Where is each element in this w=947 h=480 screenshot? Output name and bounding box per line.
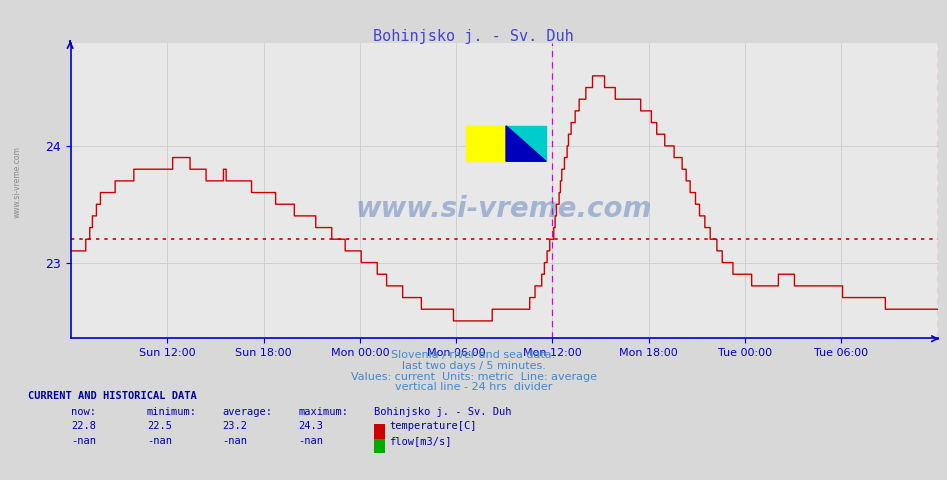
Text: minimum:: minimum: (147, 407, 197, 417)
Text: 24.3: 24.3 (298, 421, 323, 432)
Text: Bohinjsko j. - Sv. Duh: Bohinjsko j. - Sv. Duh (374, 407, 511, 417)
Text: maximum:: maximum: (298, 407, 348, 417)
Text: 22.5: 22.5 (147, 421, 171, 432)
Text: CURRENT AND HISTORICAL DATA: CURRENT AND HISTORICAL DATA (28, 391, 197, 401)
Text: www.si-vreme.com: www.si-vreme.com (356, 194, 652, 223)
Text: Bohinjsko j. - Sv. Duh: Bohinjsko j. - Sv. Duh (373, 29, 574, 44)
Text: now:: now: (71, 407, 96, 417)
Text: Slovenia / river and sea data.: Slovenia / river and sea data. (391, 350, 556, 360)
Text: -nan: -nan (71, 436, 96, 446)
Text: -nan: -nan (298, 436, 323, 446)
Text: 23.2: 23.2 (223, 421, 247, 432)
Text: average:: average: (223, 407, 273, 417)
Text: flow[m3/s]: flow[m3/s] (389, 436, 452, 446)
Text: temperature[C]: temperature[C] (389, 421, 476, 432)
Text: vertical line - 24 hrs  divider: vertical line - 24 hrs divider (395, 382, 552, 392)
Polygon shape (506, 126, 546, 161)
Bar (466, 126, 506, 161)
Polygon shape (506, 126, 546, 161)
Text: www.si-vreme.com: www.si-vreme.com (12, 146, 22, 218)
Text: -nan: -nan (223, 436, 247, 446)
Text: Values: current  Units: metric  Line: average: Values: current Units: metric Line: aver… (350, 372, 597, 382)
Text: 22.8: 22.8 (71, 421, 96, 432)
Text: last two days / 5 minutes.: last two days / 5 minutes. (402, 361, 545, 371)
Text: -nan: -nan (147, 436, 171, 446)
